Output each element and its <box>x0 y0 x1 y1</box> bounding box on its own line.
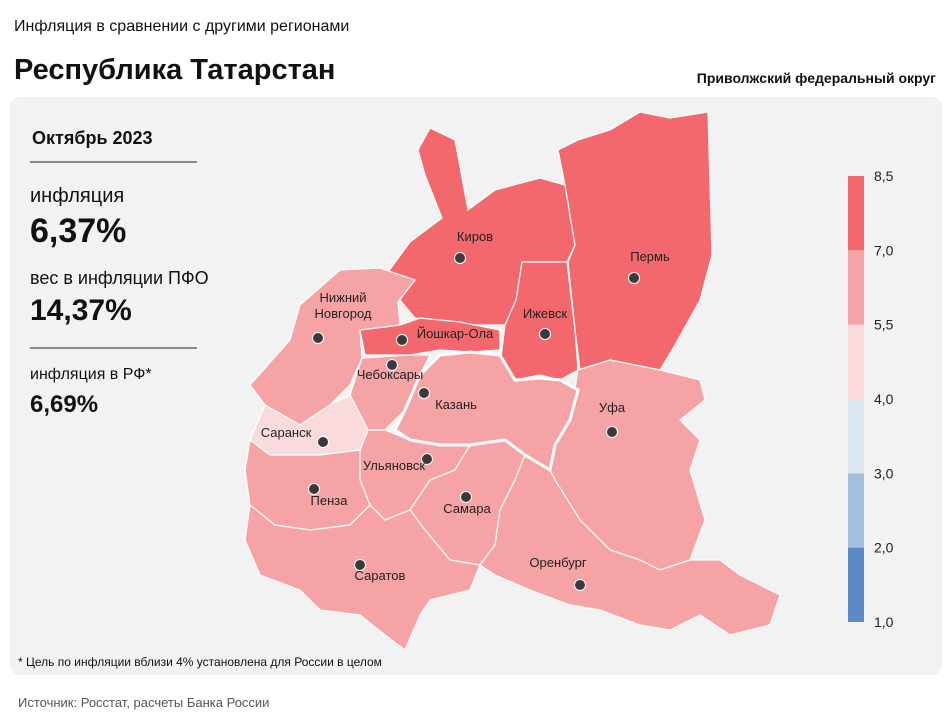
legend-label: 7,0 <box>874 242 894 258</box>
legend-band <box>848 473 864 548</box>
legend-band <box>848 399 864 474</box>
legend-label: 3,0 <box>874 465 894 481</box>
city-dot <box>606 426 618 438</box>
legend-label: 5,5 <box>874 317 894 333</box>
city-dot <box>460 491 472 503</box>
city-dot <box>312 332 324 344</box>
legend-band <box>848 250 864 325</box>
city-dot <box>421 453 433 465</box>
city-label: Самара <box>443 501 491 516</box>
title: Республика Татарстан <box>14 54 336 86</box>
region <box>499 261 579 381</box>
city-label: Пермь <box>630 249 670 264</box>
region <box>359 317 501 356</box>
city-dot <box>539 328 551 340</box>
city-dot <box>354 559 366 571</box>
legend: 8,5 7,0 5,5 4,0 3,0 2,0 1,0 <box>848 168 894 630</box>
legend-band <box>848 547 864 622</box>
city-label: Чебоксары <box>357 367 424 382</box>
city-label: Саратов <box>355 568 406 583</box>
legend-band <box>848 176 864 251</box>
inflation-value: 6,37% <box>30 212 127 250</box>
city-dot <box>308 483 320 495</box>
legend-label: 4,0 <box>874 391 894 407</box>
city-label: Оренбург <box>529 555 586 570</box>
cities: Киров Пермь Нижний Новгород Йошкар-Ола Ижевск… <box>261 229 670 591</box>
region-tatarstan <box>393 350 580 473</box>
legend-label: 1,0 <box>874 614 894 630</box>
city-label: Саранск <box>261 425 312 440</box>
city-dot <box>317 436 329 448</box>
legend-label: 8,5 <box>874 168 894 184</box>
city-label: Киров <box>457 229 493 244</box>
regions <box>244 111 781 651</box>
city-label: Пенза <box>311 493 349 508</box>
subtitle: Инфляция в сравнении с другими регионами <box>14 18 350 35</box>
period: Октябрь 2023 <box>32 128 153 148</box>
city-dot <box>386 359 398 371</box>
city-dot <box>396 334 408 346</box>
district: Приволжский федеральный округ <box>696 70 936 86</box>
region <box>244 503 481 651</box>
city-dot <box>418 387 430 399</box>
legend-band <box>848 324 864 399</box>
rf-value: 6,69% <box>30 391 99 418</box>
legend-label: 2,0 <box>874 540 894 556</box>
rf-label: инфляция в РФ* <box>30 366 152 383</box>
weight-label: вес в инфляции ПФО <box>30 268 209 288</box>
city-label: Ижевск <box>523 306 568 321</box>
city-dot <box>628 272 640 284</box>
inflation-label: инфляция <box>30 185 125 207</box>
city-label: Казань <box>435 397 477 412</box>
city-label: Йошкар-Ола <box>417 326 494 341</box>
footnote: * Цель по инфляции вблизи 4% установлена… <box>18 655 382 669</box>
city-dot <box>454 252 466 264</box>
city-dot <box>574 579 586 591</box>
city-label: Нижний Новгород <box>315 290 372 321</box>
weight-value: 14,37% <box>30 294 132 327</box>
city-label: Ульяновск <box>363 458 425 473</box>
source: Источник: Росстат, расчеты Банка России <box>18 695 270 710</box>
city-label: Уфа <box>599 400 626 415</box>
